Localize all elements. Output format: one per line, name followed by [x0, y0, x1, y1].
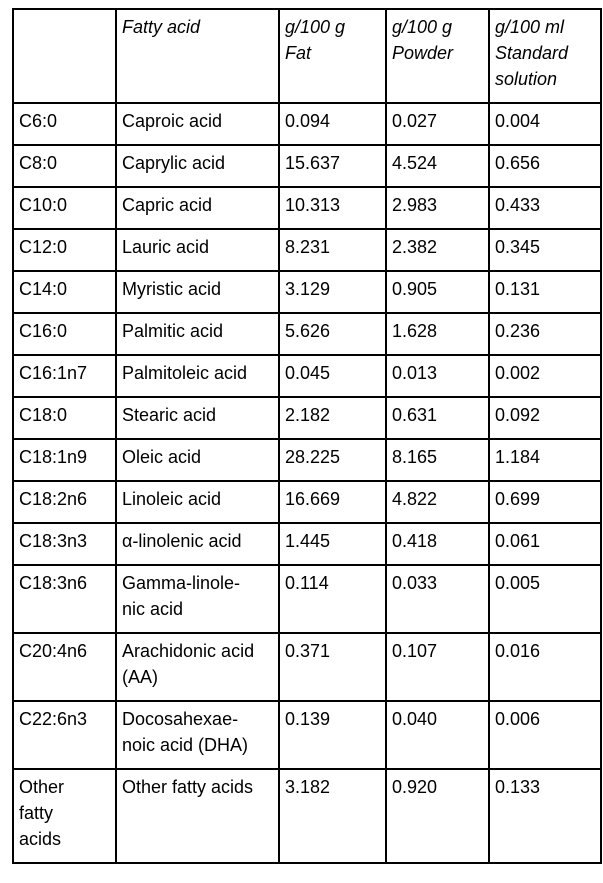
table-row: C14:0 Myristic acid 3.129 0.905 0.131	[12, 270, 602, 314]
cell-code: C18:0	[12, 396, 117, 440]
cell-g-per-100ml-standard: 0.433	[488, 186, 602, 230]
cell-g-per-100g-fat: 5.626	[278, 312, 387, 356]
table-row: Other fatty acids Other fatty acids 3.18…	[12, 768, 602, 864]
cell-g-per-100g-fat: 2.182	[278, 396, 387, 440]
cell-g-per-100ml-standard: 0.133	[488, 768, 602, 864]
cell-g-per-100ml-standard: 0.004	[488, 102, 602, 146]
cell-fatty-acid-name: Linoleic acid	[115, 480, 280, 524]
cell-g-per-100g-powder: 1.628	[385, 312, 490, 356]
table-row: C18:2n6 Linoleic acid 16.669 4.822 0.699	[12, 480, 602, 524]
cell-code: C14:0	[12, 270, 117, 314]
fatty-acid-table: Fatty acid g/100 g Fat g/100 g Powder g/…	[12, 8, 602, 864]
cell-g-per-100g-powder: 0.013	[385, 354, 490, 398]
cell-g-per-100g-fat: 8.231	[278, 228, 387, 272]
table-row: C18:1n9 Oleic acid 28.225 8.165 1.184	[12, 438, 602, 482]
col-header-fat: g/100 g Fat	[278, 8, 387, 104]
table-row: C6:0 Caproic acid 0.094 0.027 0.004	[12, 102, 602, 146]
cell-fatty-acid-name: Arachidonic acid (AA)	[115, 632, 280, 702]
cell-g-per-100ml-standard: 0.092	[488, 396, 602, 440]
cell-g-per-100g-powder: 0.631	[385, 396, 490, 440]
table-row: C10:0 Capric acid 10.313 2.983 0.433	[12, 186, 602, 230]
cell-g-per-100g-powder: 0.027	[385, 102, 490, 146]
cell-code: C20:4n6	[12, 632, 117, 702]
cell-fatty-acid-name: Gamma-linole- nic acid	[115, 564, 280, 634]
cell-g-per-100g-fat: 3.182	[278, 768, 387, 864]
cell-code: C8:0	[12, 144, 117, 188]
cell-g-per-100g-fat: 0.045	[278, 354, 387, 398]
cell-fatty-acid-name: Caproic acid	[115, 102, 280, 146]
table-row: C8:0 Caprylic acid 15.637 4.524 0.656	[12, 144, 602, 188]
col-header-fatty-acid: Fatty acid	[115, 8, 280, 104]
cell-g-per-100ml-standard: 0.656	[488, 144, 602, 188]
cell-g-per-100g-fat: 0.094	[278, 102, 387, 146]
table-row: C18:0 Stearic acid 2.182 0.631 0.092	[12, 396, 602, 440]
col-header-powder: g/100 g Powder	[385, 8, 490, 104]
cell-g-per-100g-fat: 10.313	[278, 186, 387, 230]
cell-code: C16:1n7	[12, 354, 117, 398]
cell-fatty-acid-name: α-linolenic acid	[115, 522, 280, 566]
cell-g-per-100ml-standard: 1.184	[488, 438, 602, 482]
cell-fatty-acid-name: Myristic acid	[115, 270, 280, 314]
cell-g-per-100g-fat: 1.445	[278, 522, 387, 566]
table-row: C16:1n7 Palmitoleic acid 0.045 0.013 0.0…	[12, 354, 602, 398]
cell-code: C10:0	[12, 186, 117, 230]
cell-code: Other fatty acids	[12, 768, 117, 864]
cell-fatty-acid-name: Oleic acid	[115, 438, 280, 482]
cell-code: C18:1n9	[12, 438, 117, 482]
cell-g-per-100g-fat: 3.129	[278, 270, 387, 314]
cell-g-per-100g-fat: 0.371	[278, 632, 387, 702]
cell-g-per-100g-powder: 0.905	[385, 270, 490, 314]
cell-fatty-acid-name: Stearic acid	[115, 396, 280, 440]
table-row: C18:3n3 α-linolenic acid 1.445 0.418 0.0…	[12, 522, 602, 566]
cell-code: C18:3n3	[12, 522, 117, 566]
cell-fatty-acid-name: Lauric acid	[115, 228, 280, 272]
cell-g-per-100g-powder: 4.822	[385, 480, 490, 524]
cell-g-per-100g-fat: 16.669	[278, 480, 387, 524]
cell-g-per-100ml-standard: 0.699	[488, 480, 602, 524]
col-header-standard-solution: g/100 ml Standard solution	[488, 8, 602, 104]
cell-code: C22:6n3	[12, 700, 117, 770]
cell-g-per-100g-fat: 0.114	[278, 564, 387, 634]
cell-fatty-acid-name: Palmitoleic acid	[115, 354, 280, 398]
cell-g-per-100g-powder: 0.033	[385, 564, 490, 634]
table-row: C20:4n6 Arachidonic acid (AA) 0.371 0.10…	[12, 632, 602, 702]
table-row: C22:6n3 Docosahexae- noic acid (DHA) 0.1…	[12, 700, 602, 770]
cell-g-per-100ml-standard: 0.016	[488, 632, 602, 702]
col-header-code	[12, 8, 117, 104]
table-row: C16:0 Palmitic acid 5.626 1.628 0.236	[12, 312, 602, 356]
cell-g-per-100g-powder: 0.107	[385, 632, 490, 702]
cell-g-per-100g-fat: 0.139	[278, 700, 387, 770]
table-row: C18:3n6 Gamma-linole- nic acid 0.114 0.0…	[12, 564, 602, 634]
cell-g-per-100ml-standard: 0.006	[488, 700, 602, 770]
cell-g-per-100ml-standard: 0.061	[488, 522, 602, 566]
cell-g-per-100g-fat: 15.637	[278, 144, 387, 188]
header-row: Fatty acid g/100 g Fat g/100 g Powder g/…	[12, 8, 602, 104]
table-body: C6:0 Caproic acid 0.094 0.027 0.004 C8:0…	[12, 102, 602, 864]
cell-g-per-100ml-standard: 0.236	[488, 312, 602, 356]
cell-code: C12:0	[12, 228, 117, 272]
cell-fatty-acid-name: Capric acid	[115, 186, 280, 230]
cell-g-per-100g-powder: 0.040	[385, 700, 490, 770]
cell-g-per-100g-powder: 4.524	[385, 144, 490, 188]
cell-code: C16:0	[12, 312, 117, 356]
cell-g-per-100ml-standard: 0.345	[488, 228, 602, 272]
table-row: C12:0 Lauric acid 8.231 2.382 0.345	[12, 228, 602, 272]
cell-g-per-100g-powder: 0.920	[385, 768, 490, 864]
cell-g-per-100ml-standard: 0.002	[488, 354, 602, 398]
cell-g-per-100g-powder: 0.418	[385, 522, 490, 566]
cell-code: C6:0	[12, 102, 117, 146]
cell-g-per-100ml-standard: 0.005	[488, 564, 602, 634]
cell-g-per-100g-powder: 8.165	[385, 438, 490, 482]
cell-g-per-100g-powder: 2.382	[385, 228, 490, 272]
cell-fatty-acid-name: Other fatty acids	[115, 768, 280, 864]
cell-g-per-100g-fat: 28.225	[278, 438, 387, 482]
cell-fatty-acid-name: Caprylic acid	[115, 144, 280, 188]
cell-g-per-100g-powder: 2.983	[385, 186, 490, 230]
cell-g-per-100ml-standard: 0.131	[488, 270, 602, 314]
cell-fatty-acid-name: Docosahexae- noic acid (DHA)	[115, 700, 280, 770]
cell-fatty-acid-name: Palmitic acid	[115, 312, 280, 356]
cell-code: C18:3n6	[12, 564, 117, 634]
cell-code: C18:2n6	[12, 480, 117, 524]
